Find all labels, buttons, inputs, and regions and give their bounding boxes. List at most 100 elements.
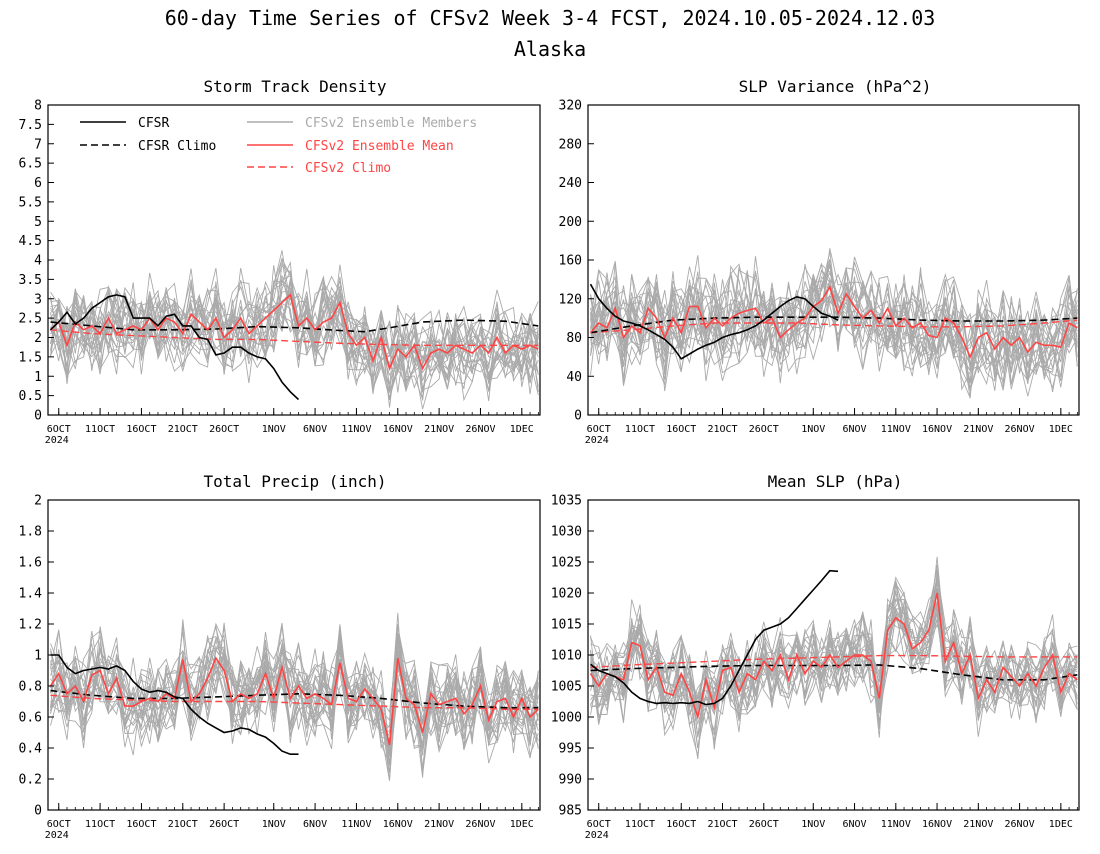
y-tick-label: 1.4	[19, 587, 43, 602]
legend-label-cfsr-climo: CFSR Climo	[138, 139, 216, 154]
y-tick-label: 1000	[551, 711, 582, 726]
x-tick-label: 1DEC	[1049, 819, 1073, 830]
y-tick-label: 0.4	[19, 742, 43, 757]
ensemble-member-line	[590, 248, 1078, 380]
x-tick-label: 1NOV	[801, 819, 825, 830]
y-tick-label: 200	[559, 215, 582, 230]
series-cfsr	[589, 283, 839, 360]
ensemble-member-line	[590, 275, 1078, 399]
y-tick-label: 1.8	[19, 525, 42, 540]
y-tick-label: 240	[559, 176, 582, 191]
y-tick-label: 40	[566, 370, 582, 385]
y-tick-label: 2	[34, 494, 42, 509]
series-cfsr-climo	[50, 689, 539, 709]
series-cfsr	[50, 654, 299, 756]
y-tick-label: 8	[34, 99, 42, 114]
plot-frame	[47, 104, 541, 416]
x-tick-label: 26NOV	[465, 424, 495, 435]
x-tick-label: 16NOV	[922, 424, 952, 435]
x-tick-label: 16OCT	[666, 424, 696, 435]
x-tick-label: 16NOV	[383, 424, 413, 435]
y-tick-label: 0	[34, 804, 42, 819]
plot-frame	[47, 499, 541, 811]
y-tick-label: 1020	[551, 587, 582, 602]
x-tick-label: 6NOV	[303, 819, 327, 830]
series-cfsv2-climo	[50, 694, 539, 710]
y-tick-label: 985	[559, 804, 582, 819]
x-tick-label: 16NOV	[383, 819, 413, 830]
x-tick-label: 11NOV	[881, 819, 911, 830]
x-tick-label: 21OCT	[168, 424, 198, 435]
x-tick-label: 1NOV	[262, 819, 286, 830]
y-tick-label: 4.5	[19, 234, 42, 249]
x-tick-label: 11NOV	[881, 424, 911, 435]
x-tick-label: 21NOV	[963, 819, 993, 830]
x-tick-label: 21OCT	[168, 819, 198, 830]
y-tick-label: 1	[34, 370, 42, 385]
y-tick-label: 3	[34, 292, 42, 307]
x-tick-label: 21NOV	[424, 424, 454, 435]
panel-title: Total Precip (inch)	[203, 472, 386, 491]
ensemble-member-line	[50, 624, 539, 748]
x-tick-label: 21NOV	[963, 424, 993, 435]
y-tick-label: 280	[559, 137, 582, 152]
x-tick-label: 6OCT	[47, 819, 71, 830]
x-tick-label: 26OCT	[209, 819, 239, 830]
y-tick-label: 0	[34, 409, 42, 424]
x-tick-year: 2024	[585, 830, 609, 841]
y-tick-label: 6.5	[19, 157, 42, 172]
ensemble-member-line	[50, 639, 539, 763]
x-tick-label: 16NOV	[922, 819, 952, 830]
ensemble-member-line	[50, 624, 539, 756]
y-tick-label: 160	[559, 254, 582, 269]
y-tick-label: 1015	[551, 618, 582, 633]
x-tick-label: 11OCT	[85, 819, 115, 830]
ensemble-member-line	[50, 257, 539, 410]
y-tick-label: 1010	[551, 649, 582, 664]
y-tick-label: 80	[566, 331, 582, 346]
ensemble-member-line	[50, 626, 539, 750]
series-cfsv2-climo	[590, 319, 1078, 334]
panel-title: Mean SLP (hPa)	[768, 472, 903, 491]
x-tick-label: 11NOV	[341, 424, 371, 435]
x-tick-label: 1NOV	[262, 424, 286, 435]
x-tick-label: 21NOV	[424, 819, 454, 830]
series-cfsr	[590, 569, 839, 706]
series-cfsv2-climo	[590, 654, 1078, 669]
y-tick-label: 4	[34, 254, 42, 269]
y-tick-label: 1	[34, 649, 42, 664]
x-tick-label: 1NOV	[801, 424, 825, 435]
x-tick-label: 11NOV	[341, 819, 371, 830]
legend-label-cfsv2-climo: CFSv2 Climo	[305, 161, 391, 176]
x-tick-label: 26NOV	[465, 819, 495, 830]
y-tick-label: 5.5	[19, 195, 42, 210]
ensemble-member-line	[50, 630, 539, 765]
x-tick-label: 11OCT	[625, 819, 655, 830]
ensemble-members	[50, 612, 539, 781]
x-tick-label: 16OCT	[666, 819, 696, 830]
ensemble-members	[590, 556, 1078, 760]
x-tick-year: 2024	[45, 830, 69, 841]
x-tick-label: 11OCT	[85, 424, 115, 435]
x-tick-label: 6NOV	[303, 424, 327, 435]
series-cfsv2-climo	[50, 329, 539, 346]
y-tick-label: 995	[559, 742, 582, 757]
series-cfsv2-ensemble-mean	[49, 656, 539, 746]
series-cfsv2-ensemble-mean	[49, 293, 539, 371]
x-tick-label: 11OCT	[625, 424, 655, 435]
x-tick-label: 6NOV	[842, 819, 866, 830]
x-tick-label: 26OCT	[209, 424, 239, 435]
y-tick-label: 0	[574, 409, 582, 424]
y-tick-label: 1.5	[19, 350, 42, 365]
ensemble-member-line	[590, 590, 1078, 749]
x-tick-label: 16OCT	[126, 424, 156, 435]
ensemble-member-line	[590, 577, 1078, 756]
ensemble-member-line	[590, 604, 1078, 737]
x-tick-year: 2024	[585, 435, 609, 446]
series-cfsr	[49, 294, 300, 401]
x-tick-label: 26OCT	[749, 424, 779, 435]
x-tick-label: 26NOV	[1005, 819, 1035, 830]
x-tick-label: 21OCT	[707, 819, 737, 830]
